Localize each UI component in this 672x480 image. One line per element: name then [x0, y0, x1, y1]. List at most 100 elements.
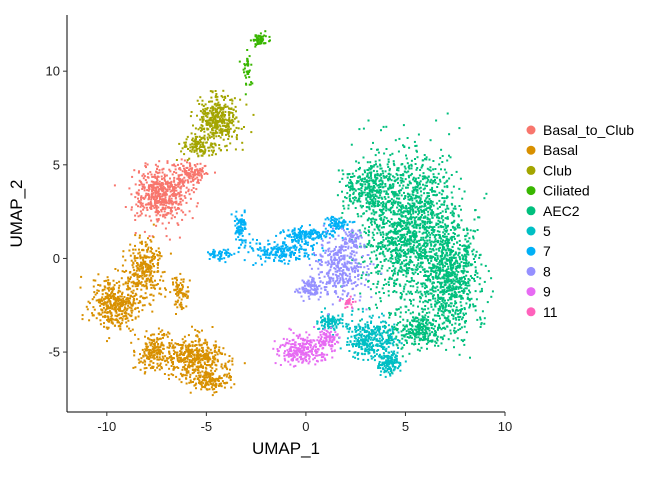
data-point	[199, 364, 202, 367]
data-point	[403, 259, 405, 262]
data-point	[417, 202, 420, 204]
data-point	[204, 376, 207, 379]
data-point	[484, 264, 487, 267]
data-point	[170, 208, 172, 211]
data-point	[255, 39, 258, 42]
data-point	[396, 260, 399, 262]
data-point	[145, 181, 148, 184]
data-point	[359, 319, 362, 322]
data-point	[408, 176, 410, 179]
data-point	[385, 192, 388, 195]
data-point	[152, 348, 155, 351]
data-point	[207, 375, 210, 378]
data-point	[155, 341, 158, 343]
data-point	[146, 345, 149, 348]
data-point	[159, 185, 162, 187]
data-point	[93, 296, 96, 299]
series-basal-points	[79, 223, 246, 397]
data-point	[169, 200, 172, 203]
data-point	[382, 226, 385, 229]
data-point	[191, 348, 193, 351]
data-point	[143, 175, 146, 178]
data-point	[459, 311, 462, 314]
data-point	[143, 230, 146, 233]
data-point	[373, 228, 376, 231]
data-point	[403, 239, 406, 242]
data-point	[426, 177, 429, 180]
data-point	[186, 159, 189, 162]
data-point	[173, 303, 176, 306]
data-point	[168, 198, 171, 201]
data-point	[176, 222, 179, 225]
data-point	[213, 132, 216, 135]
data-point	[410, 249, 413, 252]
data-point	[384, 203, 387, 206]
data-point	[139, 254, 142, 257]
data-point	[171, 345, 174, 348]
data-point	[216, 378, 219, 381]
data-point	[170, 183, 173, 186]
data-point	[439, 255, 442, 258]
data-point	[399, 220, 402, 222]
data-point	[190, 150, 193, 153]
data-point	[194, 133, 197, 136]
data-point	[116, 302, 119, 305]
data-point	[144, 360, 147, 363]
data-point	[393, 282, 396, 285]
data-point	[131, 309, 134, 312]
data-point	[423, 187, 426, 190]
data-point	[184, 344, 187, 347]
data-point	[392, 244, 395, 247]
data-point	[214, 117, 217, 120]
data-point	[421, 266, 424, 269]
data-point	[226, 129, 228, 132]
data-point	[412, 248, 415, 251]
data-point	[389, 229, 392, 232]
data-point	[113, 284, 116, 287]
data-point	[407, 226, 410, 229]
data-point	[167, 212, 170, 215]
data-point	[428, 321, 431, 324]
data-point	[170, 180, 173, 183]
data-point	[179, 289, 182, 292]
data-point	[208, 351, 211, 354]
data-point	[431, 203, 434, 206]
data-point	[132, 282, 135, 285]
data-point	[151, 175, 154, 178]
data-point	[413, 232, 416, 235]
data-point	[433, 265, 436, 268]
data-point	[178, 142, 181, 145]
data-point	[354, 207, 357, 209]
data-point	[431, 267, 434, 270]
data-point	[413, 234, 416, 237]
data-point	[106, 276, 109, 279]
data-point	[122, 301, 125, 303]
data-point	[178, 356, 181, 359]
data-point	[232, 114, 235, 117]
data-point	[120, 301, 123, 304]
data-point	[436, 214, 439, 217]
data-point	[205, 141, 208, 144]
data-point	[188, 193, 191, 196]
data-point	[202, 382, 205, 385]
data-point	[161, 190, 164, 193]
data-point	[419, 186, 422, 189]
data-point	[194, 140, 197, 143]
data-point	[446, 243, 449, 246]
data-point	[182, 280, 185, 283]
data-point	[170, 193, 173, 196]
data-point	[199, 167, 202, 170]
data-point	[385, 217, 388, 220]
data-point	[187, 148, 189, 150]
data-point	[425, 255, 427, 258]
data-point	[423, 242, 426, 245]
data-point	[152, 253, 155, 256]
data-point	[423, 275, 426, 277]
data-point	[436, 277, 439, 280]
data-point	[216, 95, 219, 98]
data-point	[104, 286, 107, 289]
data-point	[201, 329, 203, 332]
data-point	[120, 316, 122, 319]
data-point	[100, 298, 103, 301]
data-point	[164, 194, 167, 197]
